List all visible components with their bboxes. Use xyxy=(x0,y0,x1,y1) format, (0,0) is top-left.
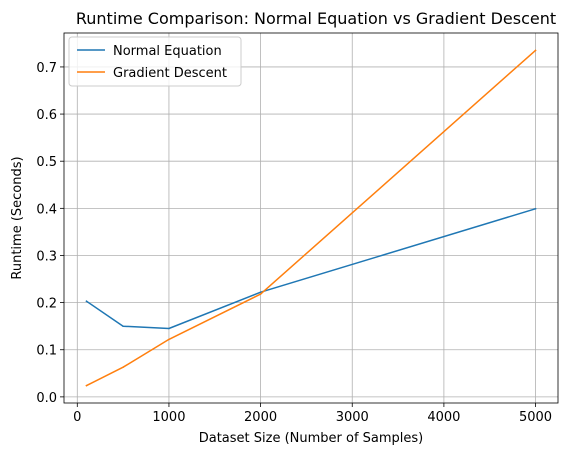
y-tick-label: 0.7 xyxy=(36,61,57,76)
data-point-gradient-descent xyxy=(534,49,537,52)
data-point-normal-equation xyxy=(168,327,170,330)
data-point-gradient-descent xyxy=(122,366,124,368)
data-series xyxy=(85,49,537,387)
y-tick-label: 0.4 xyxy=(36,202,57,217)
data-point-normal-equation xyxy=(259,291,262,293)
x-tick-label: 4000 xyxy=(427,410,460,425)
data-point-normal-equation xyxy=(122,325,124,327)
chart-title: Runtime Comparison: Normal Equation vs G… xyxy=(76,9,556,28)
x-axis-label: Dataset Size (Number of Samples) xyxy=(199,431,424,446)
y-tick-label: 0.3 xyxy=(36,249,57,264)
x-tick-label: 5000 xyxy=(519,410,552,425)
legend-label-gradient-descent: Gradient Descent xyxy=(113,66,227,81)
data-point-gradient-descent xyxy=(85,384,88,387)
legend-label-normal-equation: Normal Equation xyxy=(113,44,222,59)
legend-frame xyxy=(68,36,242,87)
data-point-normal-equation xyxy=(85,300,88,302)
grid-lines xyxy=(64,33,558,403)
legend: Normal Equation Gradient Descent xyxy=(68,36,242,87)
plot-area-frame xyxy=(63,32,559,404)
x-tick-label: 1000 xyxy=(152,410,185,425)
y-axis-label: Runtime (Seconds) xyxy=(10,156,25,279)
y-tick-label: 0.6 xyxy=(36,108,57,123)
y-tick-label: 0.0 xyxy=(36,391,57,406)
y-tick-label: 0.2 xyxy=(36,297,57,312)
y-tick-label: 0.1 xyxy=(36,344,57,359)
axis-ticks: 0 1000 2000 3000 4000 5000 0.0 0.1 0.2 0.3 0.4 0.5 0… xyxy=(36,61,552,425)
data-point-gradient-descent xyxy=(259,293,262,295)
x-tick-label: 3000 xyxy=(336,410,369,425)
x-tick-label: 0 xyxy=(73,410,81,425)
y-tick-label: 0.5 xyxy=(36,155,57,170)
data-point-normal-equation xyxy=(534,208,537,210)
x-tick-label: 2000 xyxy=(244,410,277,425)
data-point-gradient-descent xyxy=(168,338,170,341)
